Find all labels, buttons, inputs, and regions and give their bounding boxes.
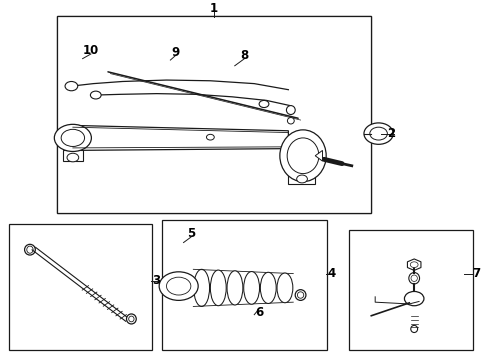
Ellipse shape [24,244,35,255]
Ellipse shape [226,271,243,305]
Circle shape [159,272,198,300]
Ellipse shape [410,275,416,282]
Circle shape [206,134,214,140]
Text: 1: 1 [209,2,217,15]
Circle shape [166,277,190,295]
Polygon shape [63,150,82,161]
Polygon shape [348,230,472,350]
Ellipse shape [286,138,318,174]
Circle shape [409,262,417,267]
Polygon shape [57,17,370,213]
Text: 5: 5 [186,227,195,240]
Circle shape [296,175,307,183]
Circle shape [404,292,423,306]
Circle shape [369,127,386,140]
Text: 9: 9 [171,46,179,59]
Circle shape [90,91,101,99]
Polygon shape [315,150,322,161]
Ellipse shape [243,271,259,304]
Text: 6: 6 [254,306,263,319]
Polygon shape [57,17,370,213]
Ellipse shape [410,325,417,333]
Ellipse shape [193,269,209,306]
Ellipse shape [408,273,419,284]
Circle shape [259,100,268,108]
Circle shape [67,153,79,162]
Circle shape [61,129,84,147]
Ellipse shape [210,270,226,306]
Circle shape [363,123,392,144]
Polygon shape [407,259,420,270]
Ellipse shape [297,292,303,298]
Ellipse shape [27,246,33,253]
Text: 10: 10 [82,44,99,57]
Text: 4: 4 [326,267,335,280]
Ellipse shape [276,273,292,303]
Polygon shape [9,224,152,350]
Text: 7: 7 [471,267,479,280]
Polygon shape [374,297,418,304]
Ellipse shape [126,314,136,324]
Text: 3: 3 [151,274,160,287]
Ellipse shape [260,272,276,303]
Text: 2: 2 [386,127,394,140]
Ellipse shape [287,118,294,124]
Circle shape [54,124,91,152]
Ellipse shape [286,105,295,114]
Ellipse shape [279,130,325,182]
Polygon shape [73,125,288,150]
Ellipse shape [128,316,134,322]
Text: 8: 8 [240,49,248,62]
Polygon shape [161,220,327,350]
Ellipse shape [295,290,305,300]
Polygon shape [288,174,315,184]
Circle shape [65,81,78,91]
